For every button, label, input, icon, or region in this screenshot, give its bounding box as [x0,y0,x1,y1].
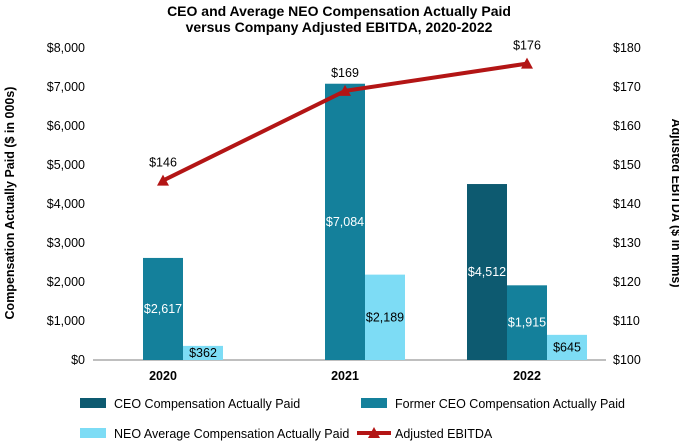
y2-tick-label: $140 [613,197,641,211]
y-tick-label: $2,000 [47,275,85,289]
legend-label: Former CEO Compensation Actually Paid [395,397,625,411]
bar-data-label: $7,084 [326,215,364,229]
chart-title-line-1: CEO and Average NEO Compensation Actuall… [167,3,511,19]
line-marker [157,174,169,186]
y2-tick-label: $150 [613,158,641,172]
bar-data-label: $4,512 [468,265,506,279]
bar-neo-average-compensation-actually-paid-2021 [365,274,405,360]
bar-data-label: $1,915 [508,316,546,330]
legend-swatch [80,428,106,438]
y-axis-title: Compensation Actually Paid ($ in 000s) [3,87,17,320]
legend-label: Adjusted EBITDA [395,427,493,441]
bar-data-label: $2,617 [144,302,182,316]
legend-swatch [361,398,387,408]
y2-tick-label: $130 [613,236,641,250]
x-category-label: 2020 [149,369,177,383]
legend-label: NEO Average Compensation Actually Paid [114,427,349,441]
bar-data-label: $2,189 [366,310,404,324]
x-category-label: 2021 [331,369,359,383]
plot-area: $0 $100 $1,000 $110 $2,000 $120 $3,000 $130 $4,0… [47,39,641,383]
y-tick-label: $1,000 [47,314,85,328]
legend-marker [368,427,380,438]
line-data-label: $169 [331,66,359,80]
y-tick-label: $6,000 [47,119,85,133]
y-tick-label: $4,000 [47,197,85,211]
legend-label: CEO Compensation Actually Paid [114,397,300,411]
bar-neo-average-compensation-actually-paid-2020 [183,345,223,360]
bar-former-ceo-compensation-actually-paid-2021 [325,83,365,360]
bar-data-label: $645 [553,340,581,354]
y2-tick-label: $160 [613,119,641,133]
y-tick-label: $0 [71,353,85,367]
y-tick-label: $7,000 [47,80,85,94]
y2-tick-label: $120 [613,275,641,289]
line-data-label: $146 [149,156,177,170]
chart-title-line-2: versus Company Adjusted EBITDA, 2020-202… [186,19,493,35]
y2-tick-label: $180 [613,41,641,55]
y2-axis-title: Adjusted EBITDA ($ in mms) [669,119,679,288]
bar-ceo-compensation-actually-paid-2022 [467,184,507,360]
line-marker [521,57,533,69]
bar-neo-average-compensation-actually-paid-2022 [547,334,587,360]
bar-data-label: $362 [189,346,217,360]
y-tick-label: $8,000 [47,41,85,55]
x-category-label: 2022 [513,369,541,383]
y-tick-label: $3,000 [47,236,85,250]
bar-former-ceo-compensation-actually-paid-2022 [507,285,547,360]
line-data-label: $176 [513,39,541,53]
y2-tick-label: $170 [613,80,641,94]
y2-tick-label: $100 [613,353,641,367]
y-tick-label: $5,000 [47,158,85,172]
y2-tick-label: $110 [613,314,640,328]
bar-former-ceo-compensation-actually-paid-2020 [143,257,183,360]
legend-swatch [80,398,106,408]
line-marker [339,84,351,96]
legend: CEO Compensation Actually Paid Former CEO… [80,397,625,441]
